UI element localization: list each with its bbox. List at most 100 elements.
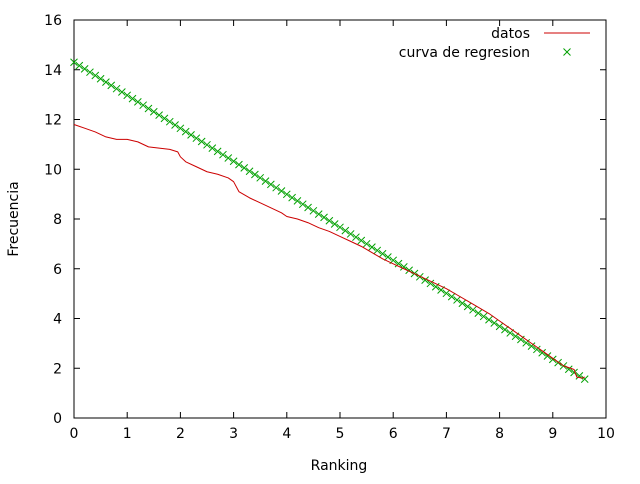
regression-point (155, 111, 163, 119)
x-tick-label: 2 (176, 426, 185, 442)
regression-point (282, 190, 291, 199)
regression-point (128, 94, 137, 103)
marker-stroke (490, 319, 499, 327)
regression-point (479, 312, 488, 321)
marker-stroke (548, 355, 557, 364)
marker-stroke (70, 58, 78, 67)
legend-label-datos: datos (491, 26, 530, 42)
regression-point (580, 375, 589, 383)
marker-stroke (224, 154, 233, 162)
regression-point (266, 180, 275, 189)
marker-stroke (469, 305, 477, 314)
regression-point (495, 322, 504, 331)
marker-stroke (495, 322, 504, 331)
marker-stroke (453, 296, 461, 304)
regression-point (192, 134, 201, 143)
y-tick-label: 10 (44, 162, 62, 178)
marker-stroke (75, 61, 84, 70)
regression-point (532, 345, 541, 354)
marker-stroke (357, 236, 366, 245)
regression-point (373, 246, 382, 255)
marker-stroke (421, 276, 429, 284)
regression-point (293, 197, 302, 205)
marker-stroke (538, 348, 547, 357)
regression-point (426, 279, 435, 288)
marker-stroke (563, 48, 571, 56)
marker-stroke (394, 259, 403, 268)
marker-stroke (171, 121, 179, 129)
regression-point (133, 98, 142, 106)
marker-stroke (399, 263, 408, 271)
regression-point (399, 263, 408, 271)
regression-point (485, 315, 493, 324)
marker-stroke (272, 183, 281, 192)
regression-point (314, 210, 323, 218)
marker-stroke (133, 98, 142, 106)
marker-stroke (203, 140, 211, 149)
legend-entry-curva-de-regresion: curva de regresion (399, 45, 571, 61)
marker-stroke (282, 190, 291, 199)
marker-stroke (240, 164, 249, 172)
legend-entry-datos: datos (491, 26, 590, 42)
marker-stroke (415, 272, 424, 281)
regression-point (171, 121, 179, 129)
regression-point (261, 177, 270, 185)
regression-point (80, 65, 89, 73)
marker-stroke (176, 124, 185, 133)
marker-stroke (293, 197, 302, 205)
regression-point (219, 150, 227, 159)
regression-point (415, 272, 424, 281)
marker-stroke (208, 144, 217, 152)
regression-point (91, 71, 100, 80)
y-axis-label: Frecuencia (6, 181, 22, 256)
marker-stroke (256, 173, 265, 182)
marker-stroke (447, 292, 456, 301)
marker-stroke (543, 352, 552, 360)
regression-point (362, 239, 371, 248)
legend-label-curva-de-regresion: curva de regresion (399, 45, 530, 61)
regression-point (75, 61, 84, 70)
marker-stroke (123, 91, 132, 100)
x-tick-label: 5 (336, 426, 345, 442)
regression-point (256, 173, 265, 182)
regression-point (70, 58, 78, 67)
regression-point (197, 137, 206, 146)
y-tick-label: 12 (44, 113, 62, 129)
regression-point (330, 220, 339, 228)
regression-point (298, 200, 307, 209)
x-tick-label: 10 (597, 426, 615, 442)
regression-point (346, 230, 355, 238)
marker-stroke (564, 365, 573, 374)
marker-stroke (80, 65, 89, 73)
regression-point (357, 236, 366, 245)
regression-point (187, 131, 195, 139)
y-tick-label: 6 (53, 262, 62, 278)
marker-stroke (309, 206, 318, 215)
marker-stroke (251, 170, 259, 179)
regression-point (96, 74, 105, 83)
marker-stroke (86, 68, 94, 77)
x-tick-label: 4 (282, 426, 291, 442)
regression-point (235, 160, 243, 169)
regression-point (538, 348, 547, 357)
regression-point (149, 107, 158, 116)
marker-stroke (320, 213, 328, 222)
regression-point (320, 213, 328, 222)
marker-stroke (187, 131, 195, 139)
marker-stroke (325, 216, 334, 225)
regression-point (527, 342, 536, 350)
regression-point (176, 124, 185, 133)
regression-point (208, 144, 217, 152)
marker-stroke (165, 117, 174, 126)
marker-stroke (245, 167, 254, 176)
marker-stroke (336, 223, 344, 232)
marker-stroke (107, 81, 116, 90)
regression-point (543, 352, 552, 360)
regression-point (304, 203, 312, 212)
y-tick-label: 14 (44, 63, 62, 79)
marker-stroke (102, 78, 110, 86)
regression-point (288, 193, 296, 202)
marker-stroke (91, 71, 100, 80)
regression-point (272, 183, 281, 192)
